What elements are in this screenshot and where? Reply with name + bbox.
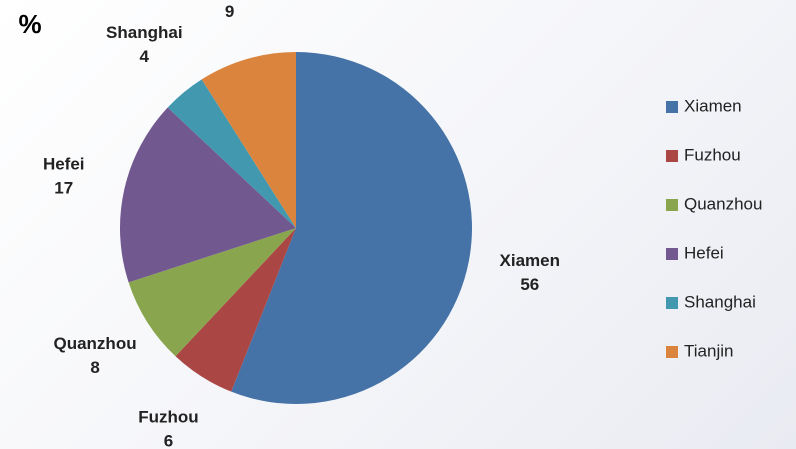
- slice-label: Fuzhou: [138, 407, 198, 426]
- legend-swatch: [666, 101, 678, 113]
- slice-label: Shanghai: [106, 23, 183, 42]
- legend-label: Xiamen: [684, 96, 742, 115]
- legend-label: Shanghai: [684, 292, 756, 311]
- slice-value: 8: [90, 358, 99, 377]
- legend-swatch: [666, 346, 678, 358]
- pie-slice: [231, 52, 472, 404]
- legend-label: Fuzhou: [684, 145, 741, 164]
- slice-label: Quanzhou: [53, 334, 136, 353]
- slice-label: Xiamen: [500, 251, 560, 270]
- pie-slice: [175, 228, 296, 392]
- pie-slice: [201, 52, 296, 228]
- slice-value: 56: [520, 275, 539, 294]
- legend-label: Hefei: [684, 243, 724, 262]
- pie-slice: [128, 228, 296, 357]
- legend-swatch: [666, 248, 678, 260]
- slice-value: 4: [140, 47, 150, 66]
- legend-label: Tianjin: [684, 341, 733, 360]
- chart-title: %: [18, 9, 41, 39]
- legend-swatch: [666, 199, 678, 211]
- slice-label: Hefei: [43, 155, 85, 174]
- legend-label: Quanzhou: [684, 194, 762, 213]
- pie-slice: [167, 79, 296, 228]
- slice-value: 6: [164, 431, 173, 449]
- pie-slice: [120, 107, 297, 283]
- slice-value: 9: [225, 2, 234, 21]
- legend-swatch: [666, 150, 678, 162]
- legend-swatch: [666, 297, 678, 309]
- slice-value: 17: [54, 179, 73, 198]
